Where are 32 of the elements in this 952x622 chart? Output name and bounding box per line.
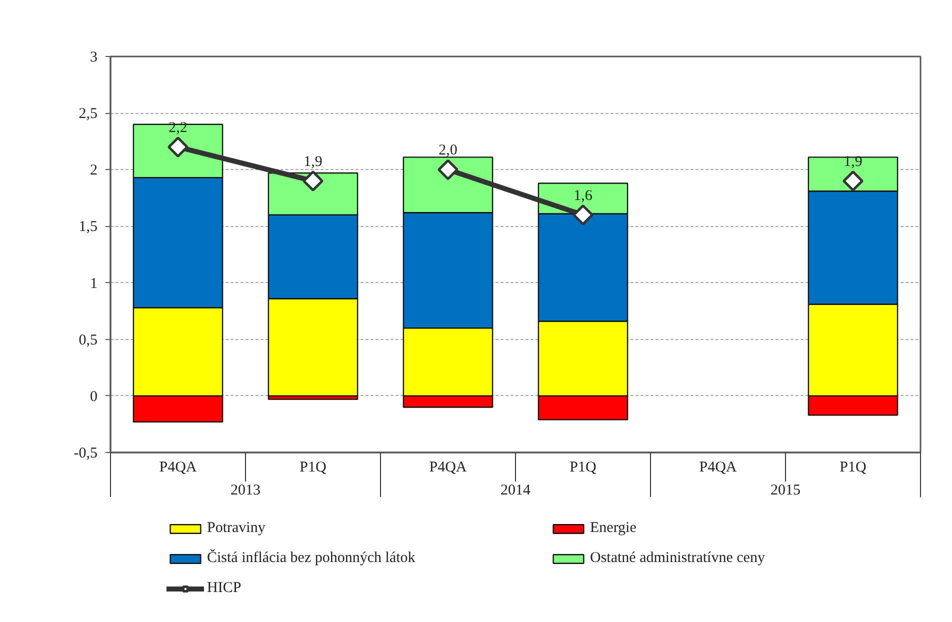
y-tick-label: 2,5 <box>78 106 98 122</box>
y-tick-label: 0,5 <box>78 332 98 348</box>
legend-label: Potraviny <box>207 519 266 537</box>
y-tick-label: 0 <box>90 388 98 405</box>
legend-label: Energie <box>590 519 638 537</box>
legend-label: HICP <box>207 579 242 597</box>
y-tick-label: 3 <box>90 50 98 66</box>
data-label: 2,0 <box>438 142 458 159</box>
x-tick-label: P1Q <box>300 460 327 476</box>
data-label: 1,9 <box>844 154 862 170</box>
point <box>168 136 188 158</box>
data-label: 1,9 <box>304 154 322 170</box>
data-label: 1,6 <box>574 188 593 204</box>
y-tick-label: 1 <box>90 276 98 292</box>
point <box>572 204 594 226</box>
text: 2013 <box>230 482 260 498</box>
y-tick-label: 2 <box>90 162 98 179</box>
text: 2015 <box>770 482 800 498</box>
data-label: 2,2 <box>168 120 188 136</box>
point <box>302 170 324 192</box>
text: 2014 <box>500 482 531 498</box>
x-tick-label: P4QA <box>159 460 197 476</box>
point <box>438 159 458 180</box>
point <box>842 170 864 192</box>
y-tick-label: 1,5 <box>78 219 98 236</box>
y-tick-label: -0,5 <box>74 446 98 462</box>
x-tick-label: P1Q <box>570 460 597 476</box>
x-tick-label: P1Q <box>840 460 867 476</box>
x-tick-label: P4QA <box>699 460 737 476</box>
legend-label: Ostatné administratívne ceny <box>590 549 766 567</box>
legend-label: Čistá inflácia bez pohonných látok <box>207 549 416 567</box>
x-tick-label: P4QA <box>429 460 467 476</box>
